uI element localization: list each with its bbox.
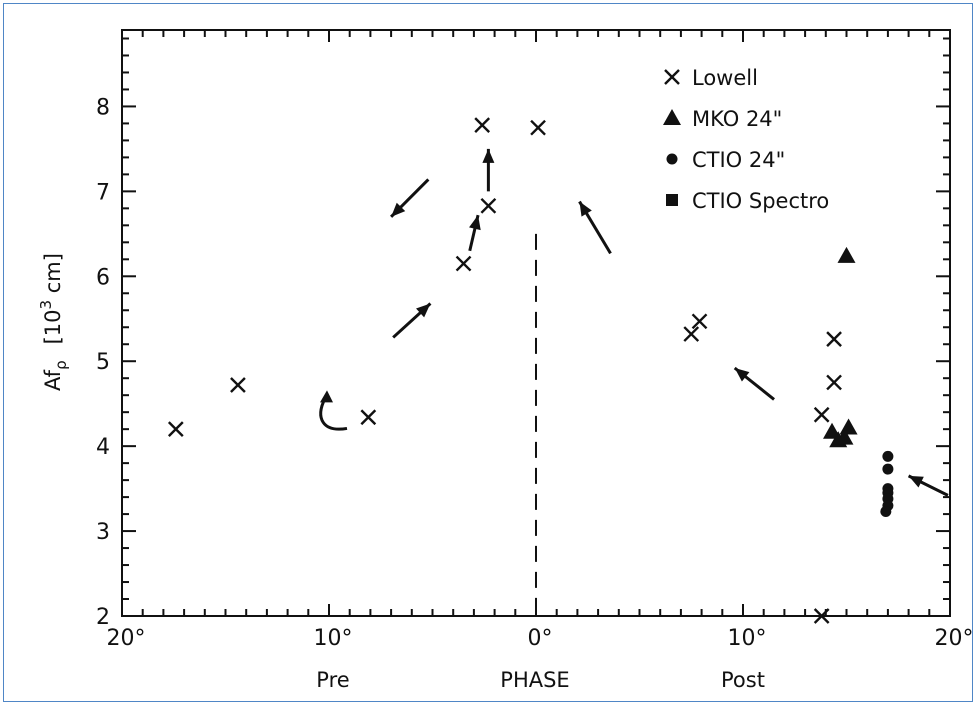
data-markers [167,117,894,624]
x-label-pre: Pre [316,668,349,692]
y-axis-title-unit-close: cm] [41,253,65,300]
legend-marker-circle [666,153,678,165]
y-axis-title-unit-exp: 3 [37,300,55,310]
y-tick-label: 8 [96,95,110,120]
direction-arrow [907,474,949,497]
x-label-post: Post [721,668,765,692]
data-point-cross [230,377,246,393]
figure-frame [3,3,973,702]
x-axis-title: PHASE [500,668,569,692]
y-axis-title-unit-open: [10 [41,309,65,344]
direction-arrow [578,200,612,255]
legend-label: MKO 24" [692,107,782,131]
y-tick-label: 7 [96,180,110,205]
legend-marker-cross [664,69,680,85]
legend-label: CTIO Spectro [692,189,829,213]
curl-arrow [319,390,348,431]
data-point-triangle [837,246,856,263]
direction-arrow [482,148,495,192]
data-point-cross [826,331,842,347]
legend-label: CTIO 24" [692,148,785,172]
direction-arrow [392,302,432,339]
y-tick-label: 2 [96,605,110,630]
annotation-arrows [319,148,949,497]
data-point-cross [826,374,842,391]
y-tick-label: 4 [96,435,110,460]
direction-arrow [468,214,481,252]
data-point-cross [813,406,830,423]
legend: Lowell MKO 24" CTIO 24" CTIO Spectro [663,66,829,213]
data-point-cross [360,409,377,426]
data-point-cross [480,197,497,214]
y-axis-title-main: Af [41,369,65,391]
data-point-cross [691,313,708,330]
data-point-cross [813,608,830,624]
x-tick-label: 10° [314,626,353,651]
data-point-triangle [835,428,854,445]
y-tick-label: 6 [96,265,110,290]
x-tick-label: 20° [935,626,974,651]
direction-arrow [390,178,430,218]
legend-label: Lowell [692,66,758,90]
data-point-cross [167,421,184,438]
data-point-cross [530,119,546,136]
legend-marker-square [666,194,678,206]
legend-marker-triangle [663,109,681,125]
data-point-circle [882,450,894,462]
y-axis-title-sub: ρ [52,360,70,370]
data-point-circle [882,463,894,475]
y-axis-title: Afρ [103 cm] [37,253,70,391]
data-point-cross [683,326,700,342]
x-tick-label: 10° [728,626,767,651]
data-point-cross [455,255,472,272]
y-tick-label: 3 [96,520,110,545]
y-tick-label: 5 [96,350,110,375]
data-point-circle [880,506,892,518]
direction-arrow [733,366,775,401]
data-point-triangle [839,418,858,435]
data-point-cross [474,117,491,133]
x-tick-label: 20° [107,626,146,651]
x-tick-label: 0° [528,626,553,651]
